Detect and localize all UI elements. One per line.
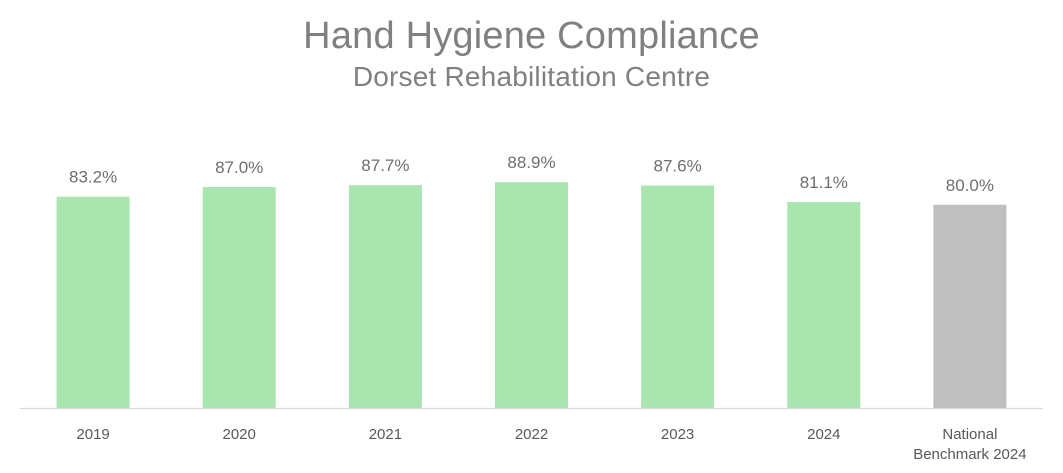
bars-group — [56, 182, 1007, 408]
data-label-1: 87.0% — [215, 158, 263, 177]
bar-2 — [348, 185, 422, 408]
data-label-5: 81.1% — [800, 173, 848, 192]
data-label-3: 88.9% — [507, 153, 555, 172]
bar-0 — [56, 196, 130, 408]
bar-4 — [641, 185, 715, 408]
x-tick-label-5: 2024 — [807, 426, 840, 443]
x-tick-label-3: 2022 — [515, 426, 548, 443]
bar-5 — [787, 202, 861, 408]
bar-6 — [933, 204, 1007, 408]
x-tick-label-6: National Benchmark 2024 — [913, 426, 1026, 463]
bar-1 — [202, 187, 276, 408]
data-label-2: 87.7% — [361, 156, 409, 175]
data-label-4: 87.6% — [653, 157, 701, 176]
x-tick-label-0: 2019 — [76, 426, 109, 443]
data-label-0: 83.2% — [69, 168, 117, 187]
x-tick-label-1: 2020 — [223, 426, 256, 443]
data-labels-group: 83.2% 87.0% 87.7% 88.9% 87.6% 81.1% 80.0% — [69, 153, 994, 195]
x-tick-label-2: 2021 — [369, 426, 402, 443]
bar-3 — [495, 182, 568, 408]
data-label-6: 80.0% — [946, 176, 994, 195]
chart-subtitle: Dorset Rehabilitation Centre — [352, 61, 711, 92]
chart-title: Hand Hygiene Compliance — [303, 15, 760, 57]
x-tick-label-4: 2023 — [661, 426, 694, 443]
x-tick-labels-group: 2019 2020 2021 2022 2023 2024 National Benchmar… — [76, 426, 1026, 463]
